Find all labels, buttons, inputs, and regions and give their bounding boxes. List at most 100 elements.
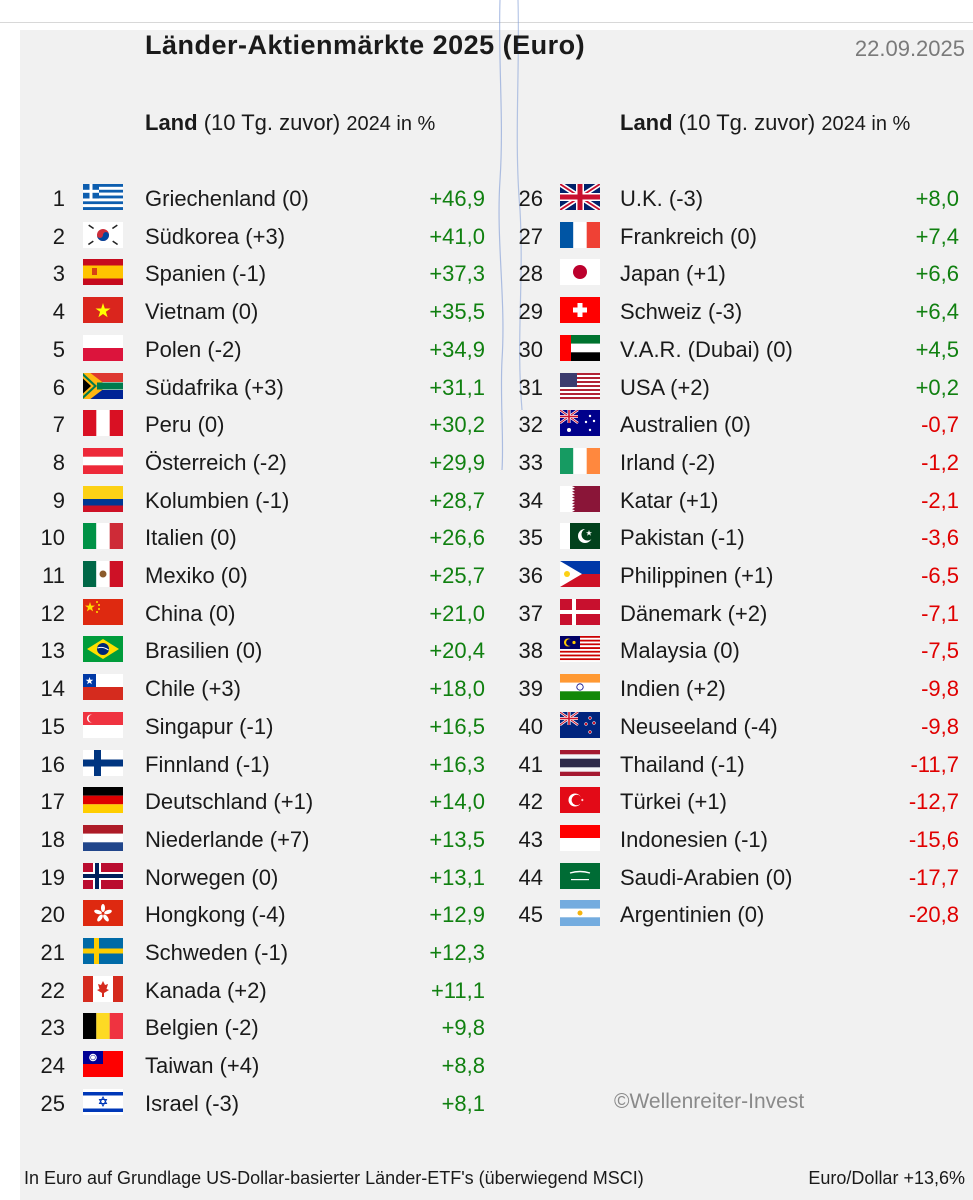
flag-za-icon [83,372,123,399]
flag-pl-icon [83,334,123,361]
flag-sa-icon [560,862,600,889]
country-name: Kanada (+2) [145,977,267,1003]
rank-number: 15 [40,713,65,739]
rank-number: 42 [518,789,543,815]
performance-value: -9,8 [921,713,959,739]
table-row: 42 Türkei (+1) -12,7 [0,783,973,819]
country-name: Pakistan (-1) [620,525,745,551]
performance-value: +14,0 [429,789,485,815]
country-name: Saudi-Arabien (0) [620,864,793,890]
rank-number: 17 [40,789,65,815]
header-year-pct: 2024 in % [346,113,436,135]
flag-ph-icon [560,561,600,587]
flag-pe-icon [83,410,123,437]
rank-number: 33 [518,449,543,475]
copyright: ©Wellenreiter-Invest [614,1090,805,1113]
performance-value: +46,9 [429,186,485,211]
performance-value: +41,0 [429,223,485,249]
rank-number: 10 [40,525,65,551]
country-name: Südkorea (+3) [145,223,286,249]
table-row: 14 Chile (+3) +18,0 [0,670,973,706]
performance-value: +8,1 [441,1090,485,1116]
flag-br-icon [83,636,123,663]
rank-number: 3 [52,261,65,287]
country-name: Schweiz (-3) [620,299,743,325]
performance-value: +26,6 [429,525,485,551]
country-name: Taiwan (+4) [145,1053,260,1079]
header-year-pct: 2024 in % [821,113,911,135]
rank-number: 20 [40,902,65,928]
rank-number: 31 [518,374,543,400]
rank-number: 24 [40,1053,65,1079]
footer-exchange-rate: Euro/Dollar +13,6% [808,1168,965,1188]
country-name: Neuseeland (-4) [620,713,778,739]
table-row: 25 Israel (-3) +8,1 [0,1085,973,1121]
performance-value: +25,7 [429,563,485,588]
rank-number: 12 [40,600,65,626]
performance-value: +37,3 [429,261,485,287]
country-name: Argentinien (0) [620,902,765,928]
rank-number: 2 [52,223,65,249]
header-land: Land [145,110,198,135]
performance-value: -2,1 [921,487,959,513]
flag-de-icon [83,787,123,814]
flag-vn-icon [83,297,123,324]
flag-gr-icon [83,184,123,210]
column-header-right: Land (10 Tg. zuvor) 2024 in % [620,110,910,136]
rank-number: 11 [42,563,65,588]
flag-it-icon [83,523,123,550]
rank-number: 39 [518,676,543,702]
table-row: 20 Hongkong (-4) +12,9 [0,896,973,932]
table-row: 21 Schweden (-1) +12,3 [0,934,973,970]
flag-ch-icon [560,297,600,324]
table-row: 43 Indonesien (-1) -15,6 [0,821,973,857]
table-row: 8 Österreich (-2) +29,9 [0,444,973,480]
country-name: USA (+2) [620,374,710,400]
rank-number: 5 [52,336,65,362]
flag-nl-icon [83,824,123,851]
country-name: Italien (0) [145,525,237,551]
rank-number: 40 [518,713,543,739]
country-name: Indien (+2) [620,676,726,702]
flag-th-icon [560,749,600,776]
performance-value: +0,2 [915,374,959,400]
flag-gb-icon [560,184,600,210]
country-name: Mexiko (0) [145,563,248,588]
flag-tr-icon [560,787,600,814]
country-name: Dänemark (+2) [620,600,768,626]
performance-value: +9,8 [441,1015,485,1041]
rank-number: 25 [40,1090,65,1116]
table-row: 9 Kolumbien (-1) +28,7 [0,482,973,518]
flag-id-icon [560,824,600,851]
flag-at-icon [83,447,123,474]
country-name: Spanien (-1) [145,261,267,287]
rank-number: 4 [52,299,65,325]
rank-number: 21 [40,940,65,965]
performance-value: +31,1 [429,374,485,400]
country-name: Malaysia (0) [620,638,740,664]
footer-note: In Euro auf Grundlage US-Dollar-basierte… [24,1168,644,1188]
country-name: Griechenland (0) [145,186,309,211]
country-name: Brasilien (0) [145,638,263,664]
flag-mx-icon [83,561,123,587]
table-row: 12 China (0) +21,0 [0,595,973,631]
performance-value: +4,5 [915,336,959,362]
performance-value: -15,6 [908,826,959,852]
rank-number: 35 [518,525,543,551]
table-row: 2 Südkorea (+3) +41,0 [0,218,973,254]
country-name: Kolumbien (-1) [145,487,290,513]
performance-value: +28,7 [429,487,485,513]
country-name: Hongkong (-4) [145,902,286,928]
rank-number: 38 [518,638,543,664]
country-name: Japan (+1) [620,261,726,287]
country-name: Deutschland (+1) [145,789,314,815]
performance-value: +30,2 [429,412,485,438]
rank-number: 41 [518,751,543,777]
performance-value: +29,9 [429,449,485,475]
table-row: 18 Niederlande (+7) +13,5 [0,821,973,857]
flag-tw-icon [83,1051,123,1078]
flag-ie-icon [560,447,600,474]
flag-in-icon [560,674,600,701]
flag-se-icon [83,938,123,964]
table-row: 31 USA (+2) +0,2 [0,369,973,405]
